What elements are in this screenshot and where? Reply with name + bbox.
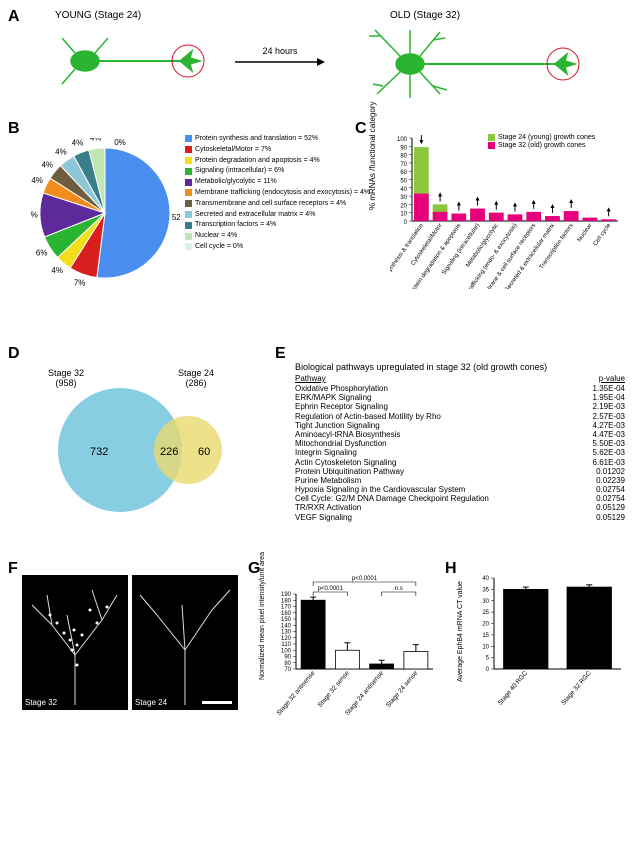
arrow-24h-text: 24 hours [262,46,297,56]
svg-text:80: 80 [400,154,407,160]
svg-text:90: 90 [400,145,407,151]
svg-text:170: 170 [281,605,292,611]
svg-text:160: 160 [281,611,292,617]
c-legend: Stage 24 (young) growth conesStage 32 (o… [488,134,595,150]
svg-text:Stage 32 RGC: Stage 32 RGC [560,670,593,707]
pathway-head-p: p-value [599,374,625,383]
young-title: YOUNG (Stage 24) [55,10,141,21]
svg-text:10: 10 [400,212,407,218]
venn-overlap: 226 [160,446,178,458]
svg-text:5: 5 [486,656,490,662]
svg-text:n.s: n.s [395,586,403,592]
svg-text:Nuclear: Nuclear [577,223,594,243]
venn-s32-stage: Stage 32 [48,368,84,378]
svg-text:Stage 40 RGC: Stage 40 RGC [497,670,530,707]
svg-text:20: 20 [400,203,407,209]
svg-text:0: 0 [486,667,490,673]
svg-text:4%: 4% [90,138,102,143]
neuron-micrograph-1 [22,575,128,710]
svg-text:p<0.0001: p<0.0001 [352,576,378,582]
svg-text:Stage 24 antisense: Stage 24 antisense [344,669,385,716]
h-barchart: 0 5 10 15 20 25 30 35 40 Stage 40 RGC Stage 32 RGC [470,572,625,717]
panel-h-label: H [445,560,457,578]
svg-text:140: 140 [281,623,292,629]
svg-text:150: 150 [281,617,292,623]
f-caption-1: Stage 32 [25,698,57,707]
svg-text:70: 70 [284,667,291,673]
svg-text:40: 40 [482,576,489,582]
panel-c-label: C [355,120,367,138]
svg-text:30: 30 [482,599,489,605]
svg-text:80: 80 [284,661,291,667]
svg-text:6%: 6% [36,248,48,257]
svg-text:130: 130 [281,630,292,636]
panel-f-label: F [8,560,18,578]
scalebar [202,701,232,704]
svg-text:40: 40 [400,187,407,193]
svg-text:15: 15 [482,633,489,639]
svg-text:100: 100 [397,137,408,143]
h-ylabel: Average EphB4 mRNA CT value [457,581,464,682]
svg-text:Transcription factors: Transcription factors [539,223,575,271]
neuron-young-diagram [50,28,210,88]
svg-text:20: 20 [482,622,489,628]
svg-text:50: 50 [400,179,407,185]
panel-a-label: A [8,8,20,26]
c-barchart: 0102030405060708090100Protein synthesis … [390,134,620,289]
venn-diagram: 732 226 60 [40,385,240,515]
panel-b-label: B [8,120,20,138]
svg-text:30: 30 [400,195,407,201]
panel-e-label: E [275,345,286,363]
neuron-old-diagram [355,22,585,102]
pathway-table: Biological pathways upregulated in stage… [295,362,625,522]
svg-text:60: 60 [400,170,407,176]
svg-text:Stage 32 sense: Stage 32 sense [316,670,351,709]
svg-text:0%: 0% [114,138,126,147]
pathway-title: Biological pathways upregulated in stage… [295,362,625,372]
svg-text:0: 0 [404,220,408,226]
venn-s24-stage: Stage 24 [178,368,214,378]
svg-text:25: 25 [482,610,489,616]
svg-text:4%: 4% [31,176,43,185]
panel-d-label: D [8,345,20,363]
svg-text:120: 120 [281,636,292,642]
svg-text:100: 100 [281,648,292,654]
arrow-24h: 24 hours [235,46,325,70]
svg-text:90: 90 [284,655,291,661]
pathway-head-name: Pathway [295,374,326,383]
venn-only-s24: 60 [198,446,210,458]
g-ylabel: Normalized mean pixel intensity/unit are… [259,552,266,680]
svg-text:52%: 52% [172,213,180,222]
svg-text:4%: 4% [41,160,53,169]
svg-text:35: 35 [482,587,489,593]
svg-text:4%: 4% [72,138,84,147]
svg-text:10: 10 [482,644,489,650]
svg-text:7%: 7% [74,279,86,288]
old-title: OLD (Stage 32) [390,10,460,21]
svg-text:Cell cycle: Cell cycle [593,222,613,247]
svg-text:4%: 4% [55,147,67,156]
svg-text:Stage 32 antisense: Stage 32 antisense [276,669,317,716]
svg-text:110: 110 [281,642,291,648]
micrograph-stage24: Stage 24 [132,575,238,710]
svg-text:190: 190 [281,592,292,598]
neuron-micrograph-2 [132,575,238,710]
svg-text:p<0.0001: p<0.0001 [318,586,344,592]
f-caption-2: Stage 24 [135,698,167,707]
micrograph-stage32: Stage 32 [22,575,128,710]
pie-legend: Protein synthesis and translation = 52%C… [185,134,370,253]
c-ylabel: % mRNAs /functional category [368,102,377,211]
svg-text:11%: 11% [30,210,38,219]
svg-text:Stage 24 sense: Stage 24 sense [385,670,420,709]
svg-text:4%: 4% [51,266,63,275]
venn-only-s32: 732 [90,446,108,458]
svg-text:70: 70 [400,162,407,168]
svg-text:180: 180 [281,598,292,604]
g-barchart: 708090100110120130140150160170180190 Stag… [272,572,437,717]
pie-chart: 52%7%4%6%11%4%4%4%4%4%0% [30,138,180,288]
